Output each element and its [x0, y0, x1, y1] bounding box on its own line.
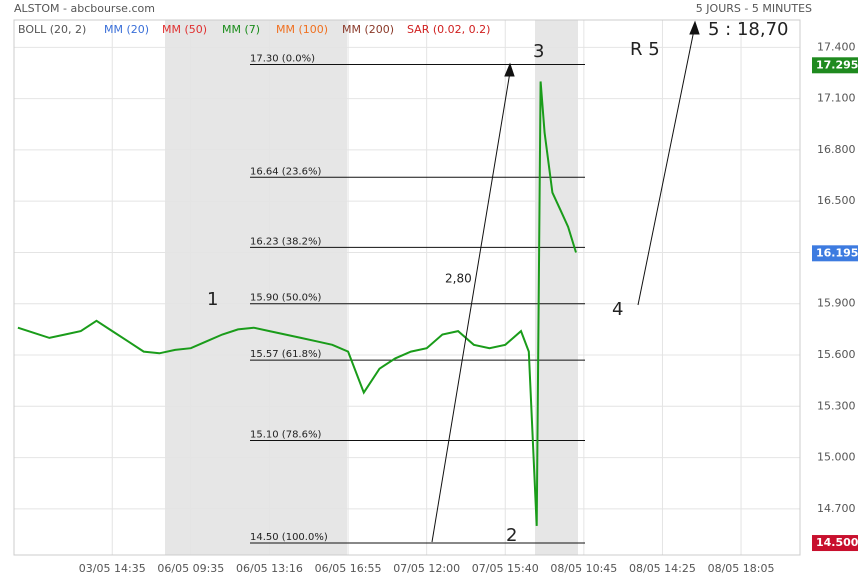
- fib-label: 15.90 (50.0%): [250, 293, 321, 304]
- x-tick-label: 08/05 10:45: [550, 562, 617, 575]
- plot-frame: [13, 19, 801, 556]
- y-tick-label: 16.800: [817, 143, 856, 156]
- legend-entry: SAR (0.02, 0.2): [407, 23, 490, 36]
- y-tick-label: 15.600: [817, 348, 856, 361]
- x-tick-label: 06/05 13:16: [236, 562, 303, 575]
- price-tag-label: 14.500: [816, 536, 859, 549]
- arrow-head: [689, 20, 700, 35]
- annotation: 2,80: [445, 272, 472, 286]
- price-tag: [812, 535, 858, 552]
- annotation: 1: [207, 289, 218, 310]
- y-tick-label: 15.900: [817, 297, 856, 310]
- fib-label: 16.64 (23.6%): [250, 166, 321, 177]
- price-tag: [812, 57, 858, 74]
- y-tick-label: 15.000: [817, 451, 856, 464]
- annotation: 3: [533, 41, 544, 62]
- annotation: 2: [506, 525, 517, 546]
- price-tag-label: 16.195: [816, 246, 858, 259]
- legend-entry: MM (7): [222, 23, 260, 36]
- chart-title: ALSTOM - abcbourse.com: [14, 2, 155, 15]
- x-tick-label: 08/05 14:25: [629, 562, 696, 575]
- x-tick-label: 06/05 09:35: [157, 562, 224, 575]
- x-tick-label: 07/05 15:40: [472, 562, 539, 575]
- legend: BOLL (20, 2) MM (20) MM (50) MM (7) MM (100)…: [18, 23, 490, 36]
- x-tick-label: 07/05 12:00: [393, 562, 460, 575]
- fib-label: 15.10 (78.6%): [250, 429, 321, 440]
- y-tick-label: 16.500: [817, 194, 856, 207]
- legend-entry: BOLL (20, 2): [18, 23, 86, 36]
- price-tag: [812, 245, 858, 262]
- arrows: [431, 20, 700, 543]
- session-shade: [165, 20, 347, 555]
- y-tick-label: 17.400: [817, 40, 856, 53]
- annotation: 5 : 18,70: [708, 19, 789, 40]
- plot: 17.30 (0.0%) 16.64 (23.6%) 16.23 (38.2%) 15…: [17, 53, 585, 544]
- x-tick-label: 08/05 18:05: [708, 562, 775, 575]
- arrow: [637, 29, 695, 306]
- fib-label: 15.57 (61.8%): [250, 349, 321, 360]
- annotation: 4: [612, 299, 623, 320]
- fib-label: 16.23 (38.2%): [250, 236, 321, 247]
- legend-entry: MM (20): [104, 23, 149, 36]
- legend-entry: MM (200): [342, 23, 394, 36]
- grid: [14, 20, 800, 555]
- chart-subtitle: 5 JOURS - 5 MINUTES: [696, 2, 812, 15]
- arrow: [431, 71, 511, 543]
- y-tick-label: 15.300: [817, 399, 856, 412]
- price-line: [17, 81, 577, 526]
- x-tick-label: 03/05 14:35: [79, 562, 146, 575]
- fib-label: 17.30 (0.0%): [250, 53, 315, 64]
- fib-label: 14.50 (100.0%): [250, 532, 328, 543]
- annotation: R 5: [630, 39, 660, 60]
- y-tick-label: 14.700: [817, 502, 856, 515]
- legend-entry: MM (100): [276, 23, 328, 36]
- y-tick-label: 17.100: [817, 92, 856, 105]
- x-tick-label: 06/05 16:55: [315, 562, 382, 575]
- price-tag-label: 17.295: [816, 58, 858, 71]
- arrow-head: [504, 62, 515, 77]
- legend-entry: MM (50): [162, 23, 207, 36]
